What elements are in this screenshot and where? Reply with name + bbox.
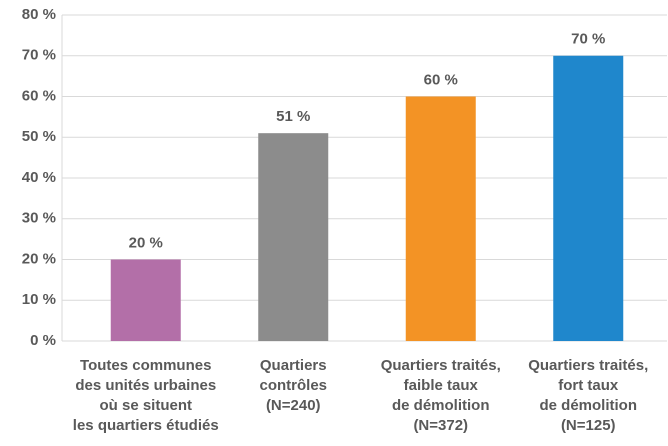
value-label: 60 % (424, 71, 458, 88)
x-tick-label: Quartiers (260, 357, 327, 374)
y-tick-label: 20 % (22, 250, 56, 267)
x-tick-label: (N=372) (413, 417, 468, 434)
bar (553, 55, 624, 341)
x-tick-label: des unités urbaines (75, 377, 216, 394)
x-tick-label: de démolition (392, 397, 490, 414)
y-tick-label: 50 % (22, 128, 56, 145)
y-tick-label: 80 % (22, 6, 56, 23)
value-label: 70 % (571, 31, 605, 48)
value-label: 51 % (276, 108, 310, 125)
y-tick-label: 10 % (22, 291, 56, 308)
x-tick-label: où se situent (99, 397, 192, 414)
y-tick-label: 40 % (22, 169, 56, 186)
value-label: 20 % (129, 234, 163, 251)
x-tick-label: de démolition (540, 397, 638, 414)
y-tick-label: 30 % (22, 210, 56, 227)
y-tick-label: 0 % (30, 332, 56, 349)
x-tick-label: Quartiers traités, (381, 357, 501, 374)
x-tick-label: les quartiers étudiés (73, 417, 219, 434)
x-tick-label: (N=125) (561, 417, 616, 434)
x-tick-label: contrôles (259, 377, 327, 394)
bar (258, 133, 329, 341)
bar (405, 96, 476, 341)
y-tick-label: 70 % (22, 47, 56, 64)
y-tick-label: 60 % (22, 87, 56, 104)
x-tick-label: (N=240) (266, 397, 321, 414)
x-tick-label: Quartiers traités, (528, 357, 648, 374)
x-tick-label: Toutes communes (80, 357, 211, 374)
x-tick-label: faible taux (404, 377, 479, 394)
bar (110, 259, 181, 341)
x-tick-label: fort taux (558, 377, 619, 394)
